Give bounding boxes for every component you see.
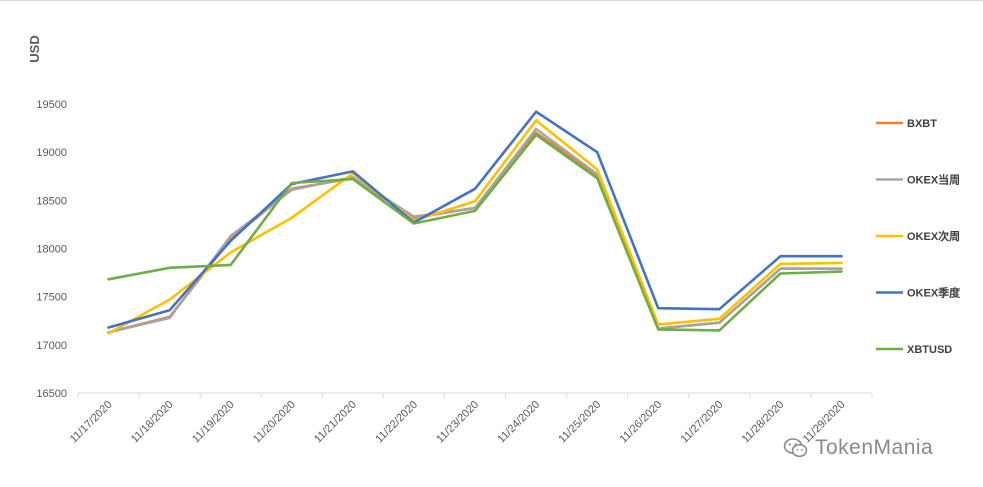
y-tick-label: 19500: [36, 99, 67, 111]
x-tick-label: 11/25/2020: [556, 399, 603, 446]
watermark-text: TokenMania: [815, 436, 934, 459]
watermark: TokenMania: [783, 436, 933, 460]
x-tick-label: 11/19/2020: [190, 399, 237, 446]
x-tick-label: 11/20/2020: [251, 399, 298, 446]
series-line-2: [107, 119, 843, 335]
legend-label: OKEX次周: [907, 229, 960, 243]
y-tick-label: 16500: [36, 388, 67, 400]
y-tick-label: 18000: [36, 244, 67, 256]
x-axis: [77, 392, 873, 398]
series-line-3: [107, 110, 843, 329]
series-lines: [107, 110, 843, 335]
y-tick-label: 19000: [36, 147, 67, 159]
y-tick-label: 17000: [36, 340, 67, 352]
y-axis-label-group: USD: [27, 35, 42, 62]
legend-label: BXBT: [907, 118, 937, 130]
series-line-4: [107, 133, 843, 332]
top-border: [0, 0, 983, 1]
x-tick-label: 11/22/2020: [373, 399, 420, 446]
x-tick-label: 11/23/2020: [434, 399, 481, 446]
y-tick-label: 18500: [36, 195, 67, 207]
legend-label: OKEX当周: [907, 173, 960, 187]
y-axis-ticks: 16500 17000 17500 18000 18500 19000 19500: [36, 99, 67, 400]
legend: BXBT OKEX当周 OKEX次周 OKEX季度 XBTUSD: [876, 118, 961, 356]
legend-label: XBTUSD: [907, 344, 952, 356]
series-line-1: [107, 127, 843, 334]
x-tick-label: 11/28/2020: [740, 399, 787, 446]
x-tick-label: 11/18/2020: [129, 399, 176, 446]
x-tick-label: 11/26/2020: [618, 399, 665, 446]
y-axis-label: USD: [27, 35, 42, 62]
x-tick-label: 11/21/2020: [312, 399, 359, 446]
wechat-icon: [783, 438, 808, 458]
x-tick-label: 11/24/2020: [495, 399, 542, 446]
x-axis-ticks: 11/17/2020 11/18/2020 11/19/2020 11/20/2020…: [68, 399, 848, 446]
legend-label: OKEX季度: [907, 286, 961, 300]
x-tick-label: 11/17/2020: [68, 399, 115, 446]
y-tick-label: 17500: [36, 292, 67, 304]
x-tick-label: 11/27/2020: [679, 399, 726, 446]
series-line-0: [107, 131, 843, 334]
